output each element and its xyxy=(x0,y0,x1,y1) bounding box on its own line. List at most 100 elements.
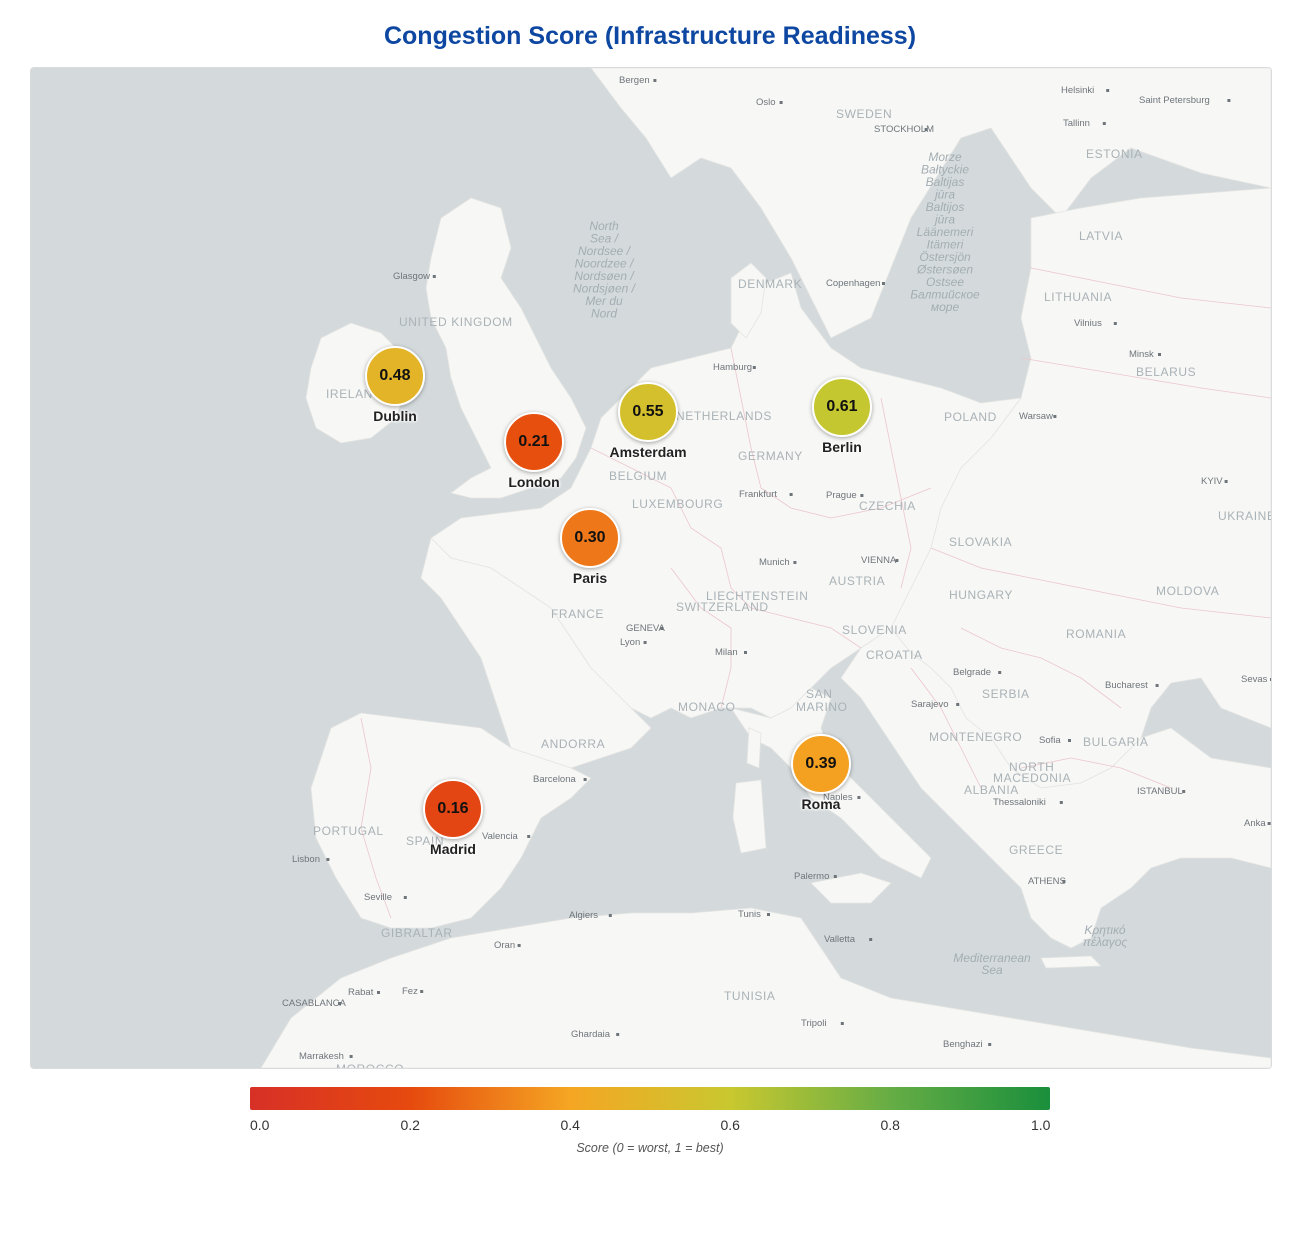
city-dot-seville xyxy=(403,896,407,899)
borders xyxy=(360,267,1271,919)
city-dot-hamburg xyxy=(752,366,756,369)
city-label-copenhagen: Copenhagen xyxy=(826,278,880,289)
water-label-baltic-sea-0: Morze xyxy=(928,150,962,164)
city-marker-madrid[interactable]: 0.16 Madrid xyxy=(423,779,483,857)
map-canvas[interactable]: SWEDEN ESTONIA LATVIA LITHUANIA BELARUS DENMA… xyxy=(30,67,1272,1069)
land-france xyxy=(420,537,652,769)
city-dot-belgrade xyxy=(998,671,1002,674)
city-dot-bucharest xyxy=(1155,684,1159,687)
country-label-north: NORTH xyxy=(1009,760,1054,774)
city-label-frankfurt: Frankfurt xyxy=(739,489,777,500)
legend-ticks: 0.0 0.2 0.4 0.6 0.8 1.0 xyxy=(250,1117,1050,1135)
city-dot-valencia xyxy=(527,835,531,838)
city-dot-oran xyxy=(517,944,521,947)
country-label-czechia: CZECHIA xyxy=(859,499,916,513)
city-dot-lisbon xyxy=(326,858,330,861)
country-label-slovenia: SLOVENIA xyxy=(842,623,907,637)
city-dot-helsinki xyxy=(1106,89,1110,92)
country-label-ukraine: UKRAINE xyxy=(1218,509,1271,523)
city-label-vienna: VIENNA xyxy=(861,555,897,566)
city-marker-paris[interactable]: 0.30 Paris xyxy=(560,508,620,586)
water-label-mediterranean-0: Mediterranean xyxy=(953,951,1031,965)
city-dot-palermo xyxy=(833,875,837,878)
marker-city-name-amsterdam: Amsterdam xyxy=(609,444,687,460)
land-corsica xyxy=(746,727,762,769)
marker-city-name-madrid: Madrid xyxy=(430,841,476,857)
city-marker-london[interactable]: 0.21 London xyxy=(504,412,564,490)
country-label-gibraltar: GIBRALTAR xyxy=(381,926,453,940)
country-labels: SWEDEN ESTONIA LATVIA LITHUANIA BELARUS DENMA… xyxy=(313,107,1271,1068)
country-label-andorra: ANDORRA xyxy=(541,737,605,751)
water-label-baltic-sea-12: море xyxy=(931,300,960,314)
city-label-geneva: GENEVA xyxy=(626,623,666,634)
city-label-belgrade: Belgrade xyxy=(953,667,991,678)
city-label-barcelona: Barcelona xyxy=(533,774,576,785)
city-label-fez: Fez xyxy=(402,986,418,997)
country-label-liechtenstein: LIECHTENSTEIN xyxy=(706,589,808,603)
water-label-baltic-sea-1: Bałtyckie xyxy=(921,163,969,177)
city-label-casablanca: CASABLANCA xyxy=(282,998,347,1009)
land-north-africa xyxy=(260,907,1271,1068)
country-label-ireland: IRELAND xyxy=(326,387,382,401)
city-dot-saint-petersburg xyxy=(1227,99,1231,102)
city-label-sofia: Sofia xyxy=(1039,735,1061,746)
country-label-poland: POLAND xyxy=(944,410,997,424)
city-dot-geneva xyxy=(660,627,664,630)
country-label-slovakia: SLOVAKIA xyxy=(949,535,1012,549)
city-dot-prague xyxy=(860,494,864,497)
water-label-cretan-sea-0: Κρητικό xyxy=(1084,923,1126,937)
legend-tick-2: 0.4 xyxy=(560,1117,580,1133)
city-marker-roma[interactable]: 0.39 Roma xyxy=(791,734,851,812)
city-label-sarajevo: Sarajevo xyxy=(911,699,949,710)
city-dot-milan xyxy=(744,651,747,654)
country-label-latvia: LATVIA xyxy=(1079,229,1123,243)
water-label-baltic-sea-11: Балтийское xyxy=(910,288,980,302)
country-label-estonia: ESTONIA xyxy=(1086,147,1143,161)
city-dot-naples xyxy=(857,796,861,799)
city-marker-berlin[interactable]: 0.61 Berlin xyxy=(812,377,872,455)
water-label-north-sea-0: North xyxy=(589,219,619,233)
chart-title: Congestion Score (Infrastructure Readine… xyxy=(383,22,917,50)
city-label-athens: ATHENS xyxy=(1028,876,1066,887)
city-dot-stockholm xyxy=(924,128,928,131)
country-label-portugal: PORTUGAL xyxy=(313,824,384,838)
city-label-ankara: Anka xyxy=(1244,818,1266,829)
city-label-bucharest: Bucharest xyxy=(1105,680,1148,691)
city-label-istanbul: ISTANBUL xyxy=(1137,786,1183,797)
city-label-glasgow: Glasgow xyxy=(393,271,430,282)
legend-tick-0: 0.0 xyxy=(250,1117,270,1133)
city-dot-ghardaia xyxy=(616,1033,620,1036)
legend-caption: Score (0 = worst, 1 = best) xyxy=(576,1141,724,1155)
city-dot-sofia xyxy=(1068,739,1071,742)
water-label-baltic-sea-9: Østersøen xyxy=(916,263,973,277)
water-label-mediterranean-1: Sea xyxy=(981,963,1003,977)
legend-tick-5: 1.0 xyxy=(1031,1117,1051,1133)
city-label-vilnius: Vilnius xyxy=(1074,318,1102,329)
water-label-north-sea-6: Mer du xyxy=(585,294,623,308)
country-label-austria: AUSTRIA xyxy=(829,574,885,588)
city-marker-amsterdam[interactable]: 0.55 Amsterdam xyxy=(609,382,687,460)
country-label-albania: ALBANIA xyxy=(964,783,1019,797)
legend-tick-4: 0.8 xyxy=(880,1117,900,1133)
water-label-cretan-sea-1: πέλαγος xyxy=(1083,935,1128,949)
country-label-sweden: SWEDEN xyxy=(836,107,892,121)
marker-city-name-paris: Paris xyxy=(572,570,608,586)
marker-score-london: 0.21 xyxy=(504,412,564,472)
city-label-algiers: Algiers xyxy=(569,910,598,921)
marker-score-paris: 0.30 xyxy=(560,508,620,568)
city-dot-oslo xyxy=(779,101,783,104)
water-label-baltic-sea-2: Baltijas xyxy=(926,175,965,189)
city-label-saint-petersburg: Saint Petersburg xyxy=(1139,95,1210,106)
city-dot-benghazi xyxy=(988,1043,992,1046)
country-label-belgium: BELGIUM xyxy=(609,469,667,483)
land-sicily xyxy=(810,872,892,904)
city-label-lisbon: Lisbon xyxy=(292,854,320,865)
city-dot-glasgow xyxy=(432,275,436,278)
country-label-switzerland: SWITZERLAND xyxy=(676,600,769,614)
city-marker-dublin[interactable]: 0.48 Dublin xyxy=(365,346,425,424)
marker-city-name-dublin: Dublin xyxy=(373,408,417,424)
country-label-germany: GERMANY xyxy=(738,449,803,463)
marker-score-berlin: 0.61 xyxy=(812,377,872,437)
city-labels: Bergen Oslo STOCKHOLM Helsinki Saint Petersb… xyxy=(282,75,1271,1062)
country-label-netherlands: NETHERLANDS xyxy=(676,409,772,423)
